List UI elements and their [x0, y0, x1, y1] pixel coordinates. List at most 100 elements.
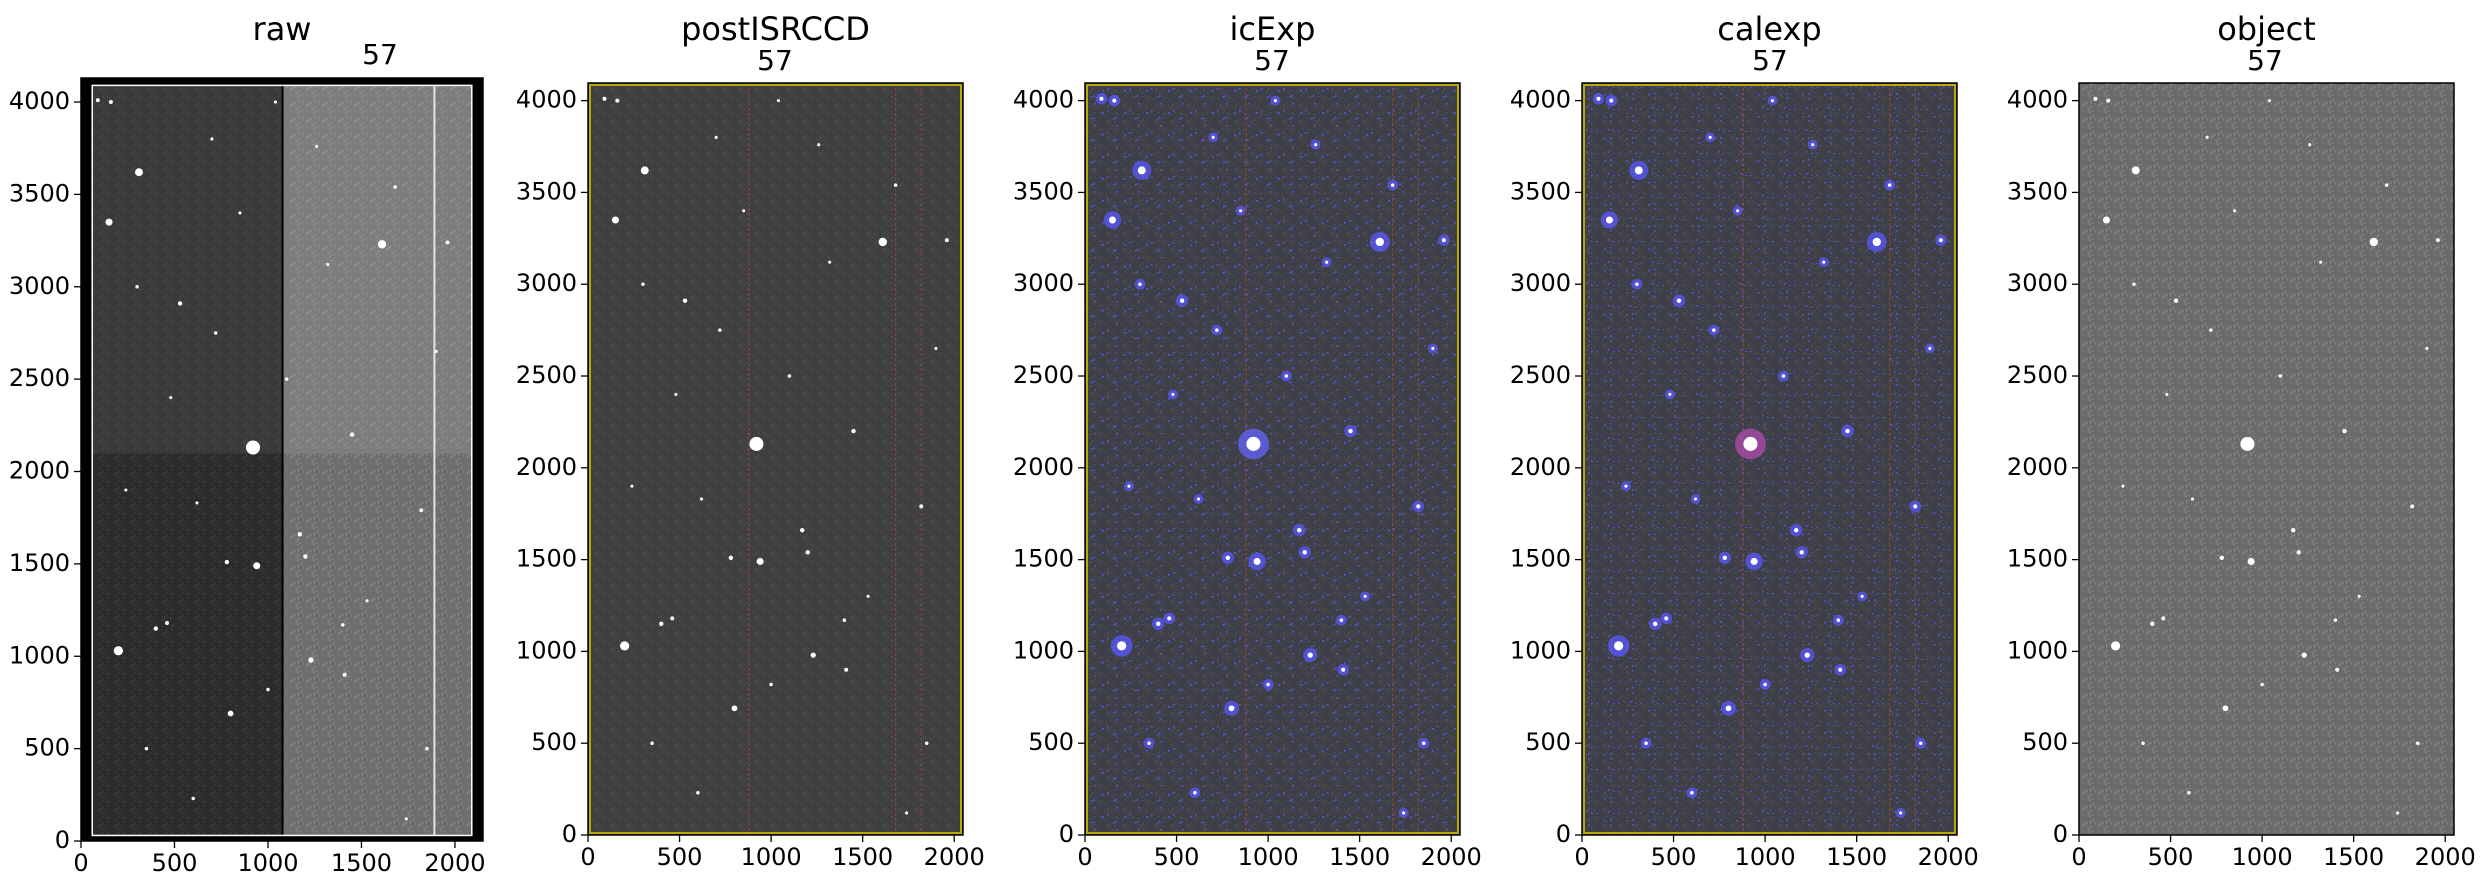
star	[1137, 166, 1146, 175]
y-tick-label: 1000	[2007, 636, 2068, 664]
star	[1117, 641, 1127, 651]
star	[696, 791, 700, 795]
star	[1668, 392, 1672, 396]
star	[1712, 328, 1716, 332]
star	[2190, 497, 2195, 501]
star	[1441, 238, 1446, 243]
star	[611, 216, 619, 224]
y-tick-label: 2000	[9, 457, 70, 485]
panel-raw: raw 57 0 500 1000 1500 2000 0 500 1000 1500 2000 250…	[9, 10, 486, 877]
x-tick-label: 2000	[924, 843, 985, 871]
y-tick-label: 3500	[2007, 177, 2068, 205]
star	[419, 508, 424, 513]
star	[425, 746, 429, 751]
star	[742, 209, 746, 213]
star	[817, 143, 821, 147]
star	[2233, 209, 2237, 213]
y-tick-label: 1000	[1510, 636, 1571, 664]
star	[731, 705, 738, 712]
star	[1644, 741, 1648, 745]
y-tick-label: 3000	[1510, 269, 1571, 297]
x-tick-label: 1500	[832, 843, 893, 871]
star	[1239, 209, 1243, 213]
star	[1653, 621, 1658, 627]
star	[124, 488, 128, 492]
star	[113, 646, 124, 656]
axes-frame	[2078, 82, 2455, 836]
star	[1211, 135, 1215, 139]
star	[365, 599, 369, 603]
star	[2333, 618, 2338, 622]
star	[445, 240, 450, 245]
star	[1822, 260, 1826, 264]
y-tick-label: 500	[1525, 728, 1571, 756]
x-tick-label: 500	[1154, 843, 1200, 871]
y-tick-label: 4000	[1510, 86, 1571, 114]
star	[1108, 216, 1116, 224]
star	[1899, 811, 1903, 815]
star	[2369, 237, 2378, 247]
y-tick-label: 3000	[2007, 269, 2068, 297]
y-tick-label: 500	[2022, 728, 2068, 756]
panel-title: icExp	[1230, 10, 1316, 48]
y-tick-label: 1500	[516, 545, 577, 573]
star	[1314, 143, 1318, 147]
y-tick-label: 500	[24, 734, 70, 762]
y-tick-label: 2500	[9, 364, 70, 392]
star	[2301, 652, 2307, 658]
y-tick-label: 0	[2053, 820, 2068, 848]
x-tick-label: 2000	[2415, 843, 2476, 871]
star	[1614, 641, 1624, 651]
star	[1112, 98, 1117, 103]
star	[1770, 99, 1774, 103]
star	[728, 555, 734, 560]
star	[315, 144, 319, 148]
star	[905, 811, 909, 815]
y-tick-label: 3500	[1510, 177, 1571, 205]
star	[1836, 618, 1841, 622]
star	[1138, 282, 1142, 286]
star	[2150, 621, 2155, 627]
star	[674, 392, 678, 396]
y-tick-label: 1500	[9, 549, 70, 577]
star	[1253, 557, 1261, 565]
star	[1722, 555, 1728, 560]
star	[1799, 550, 1804, 555]
x-tick-label: 500	[1651, 843, 1697, 871]
star	[1725, 705, 1732, 712]
image-label: 57	[757, 44, 793, 77]
star	[2278, 374, 2283, 378]
star	[393, 185, 397, 189]
axes-frame	[80, 77, 484, 842]
star	[1913, 504, 1918, 509]
star	[670, 616, 675, 621]
star	[1127, 484, 1131, 488]
star	[1664, 616, 1669, 621]
image-label: 57	[1752, 44, 1788, 77]
star	[1431, 346, 1435, 351]
star	[434, 349, 438, 353]
star	[2425, 346, 2429, 351]
star	[210, 137, 214, 141]
star	[1609, 98, 1614, 103]
star	[108, 100, 113, 104]
star	[2342, 428, 2347, 434]
star	[169, 396, 173, 400]
star	[749, 436, 764, 451]
y-tick-label: 1500	[2007, 545, 2068, 573]
star	[2131, 166, 2140, 175]
star	[1634, 166, 1643, 175]
star	[1375, 237, 1384, 247]
panel-title: postISRCCD	[681, 10, 870, 48]
image-label: 57	[1254, 44, 1290, 77]
edge-mask	[589, 84, 962, 834]
star	[2384, 183, 2389, 187]
star	[253, 562, 261, 570]
y-tick-label: 4000	[2007, 86, 2068, 114]
star	[2291, 528, 2296, 533]
star	[659, 621, 664, 627]
star	[1690, 791, 1694, 795]
star	[177, 301, 183, 306]
y-tick-label: 2500	[516, 361, 577, 389]
